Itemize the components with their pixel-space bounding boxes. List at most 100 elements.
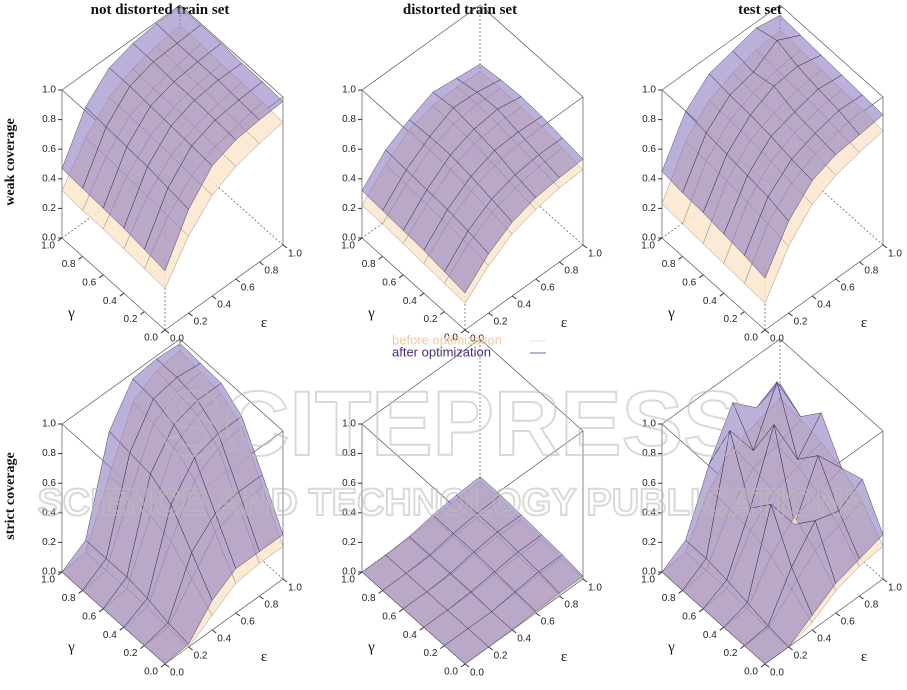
z-tick-label: 0.6 <box>342 144 356 155</box>
y-tick-label: 0.4 <box>103 296 117 307</box>
x-tick-label: 1.0 <box>888 583 902 594</box>
y-tick <box>78 590 83 594</box>
y-tick-label: 0.8 <box>362 593 376 604</box>
y-tick-label: 0.8 <box>62 593 76 604</box>
x-tick <box>788 646 793 651</box>
y-axis-label: γ <box>67 305 75 321</box>
x-tick <box>811 295 817 300</box>
box-edge <box>764 244 884 331</box>
y-tick <box>98 608 104 613</box>
y-tick <box>657 237 663 242</box>
y-tick <box>398 608 404 613</box>
x-tick-label: 0.4 <box>517 300 531 311</box>
z-tick-label: 0.0 <box>642 233 656 244</box>
surface-chart: 0.00.20.40.60.81.00.00.20.40.60.81.00.00… <box>641 338 902 679</box>
x-tick <box>511 629 517 634</box>
x-tick-label: 1.0 <box>288 249 302 260</box>
x-tick-label: 1.0 <box>588 583 602 594</box>
y-tick-label: 0.6 <box>382 277 396 288</box>
x-tick-label: 0.0 <box>170 334 184 345</box>
y-tick <box>140 311 145 316</box>
y-tick-label: 0.8 <box>662 259 676 270</box>
x-tick <box>788 312 793 317</box>
y-tick-label: 1.0 <box>41 241 55 252</box>
y-tick <box>98 274 104 279</box>
y-tick-label: 0.2 <box>723 648 737 659</box>
box-edge <box>61 338 181 425</box>
x-tick <box>882 244 888 249</box>
z-tick-label: 0.2 <box>342 203 356 214</box>
y-axis-label: γ <box>67 639 75 655</box>
y-tick-label: 0.4 <box>403 630 417 641</box>
y-tick <box>460 329 466 334</box>
box-edge <box>464 244 584 331</box>
y-tick <box>419 292 425 297</box>
surface-patch <box>744 196 789 279</box>
x-tick <box>235 612 241 617</box>
x-axis-label: ε <box>261 649 267 665</box>
y-tick-label: 0.2 <box>423 648 437 659</box>
x-tick-label: 0.8 <box>864 600 878 611</box>
y-tick <box>440 311 445 316</box>
y-tick-label: 0.8 <box>62 259 76 270</box>
y-tick <box>740 645 745 649</box>
x-tick <box>535 612 541 617</box>
z-tick-label: 0.6 <box>42 478 56 489</box>
x-axis-label: ε <box>561 315 567 331</box>
y-tick-label: 0.8 <box>662 593 676 604</box>
z-tick-label: 0.0 <box>642 567 656 578</box>
z-tick-label: 0.2 <box>342 537 356 548</box>
x-tick-label: 0.2 <box>194 317 208 328</box>
y-tick-label: 0.2 <box>423 314 437 325</box>
z-tick-label: 0.6 <box>642 478 656 489</box>
x-tick <box>882 578 888 583</box>
y-tick <box>440 645 445 649</box>
y-tick <box>760 329 766 334</box>
box-edge <box>661 4 781 91</box>
box-edge <box>661 338 781 425</box>
box-edge <box>479 4 584 98</box>
z-tick-label: 0.4 <box>642 507 656 518</box>
y-tick-label: 0.2 <box>123 648 137 659</box>
y-tick <box>678 590 683 594</box>
box-edge <box>361 237 466 331</box>
x-tick-label: 0.4 <box>217 634 231 645</box>
y-tick-label: 1.0 <box>41 575 55 586</box>
z-tick-label: 0.0 <box>42 233 56 244</box>
z-tick-label: 0.4 <box>342 173 356 184</box>
x-tick-label: 0.4 <box>217 300 231 311</box>
z-tick-label: 0.8 <box>642 114 656 125</box>
x-tick <box>188 312 193 317</box>
x-tick <box>764 329 770 334</box>
y-axis-label: γ <box>367 305 375 321</box>
x-tick <box>535 278 541 283</box>
x-tick-label: 0.2 <box>794 317 808 328</box>
box-edge <box>361 338 481 425</box>
x-tick-label: 0.6 <box>241 617 255 628</box>
z-tick-label: 0.6 <box>342 478 356 489</box>
x-tick-label: 1.0 <box>288 583 302 594</box>
x-tick-label: 0.8 <box>264 266 278 277</box>
x-tick <box>859 261 864 266</box>
surface-patch <box>144 187 189 272</box>
x-tick <box>164 663 170 668</box>
x-tick <box>282 578 288 583</box>
z-tick-label: 1.0 <box>42 419 56 430</box>
z-tick-label: 0.2 <box>642 537 656 548</box>
y-tick-label: 1.0 <box>641 575 655 586</box>
surface-chart: 0.00.20.40.60.81.00.00.20.40.60.81.00.00… <box>341 2 602 345</box>
box-edge <box>179 338 284 432</box>
watermark-subtitle: SCIENCE AND TECHNOLOGY PUBLICATIONS <box>37 482 868 524</box>
z-tick-label: 0.4 <box>642 173 656 184</box>
z-axis-label: strict coverage <box>3 452 18 539</box>
x-tick-label: 0.8 <box>264 600 278 611</box>
legend-label: after optimization <box>392 344 491 359</box>
x-axis-label: ε <box>261 315 267 331</box>
y-axis-label: γ <box>667 305 675 321</box>
surface-chart: 0.00.20.40.60.81.00.00.20.40.60.81.00.00… <box>3 2 302 345</box>
z-tick-label: 0.2 <box>42 203 56 214</box>
y-tick <box>78 255 83 260</box>
x-tick-label: 0.0 <box>170 668 184 679</box>
z-tick-label: 0.0 <box>342 567 356 578</box>
x-tick <box>859 595 864 600</box>
